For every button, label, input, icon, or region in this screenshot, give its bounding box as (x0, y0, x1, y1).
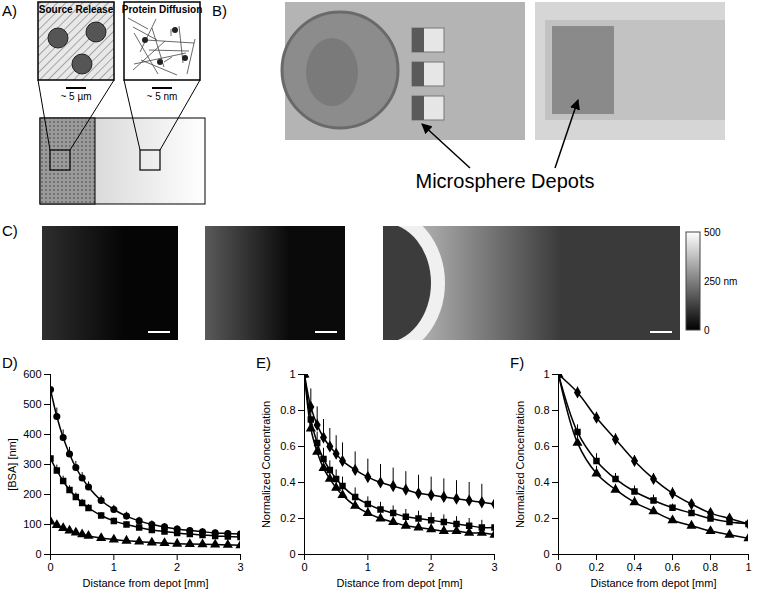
svg-text:0: 0 (704, 325, 710, 336)
svg-text:0.6: 0.6 (665, 561, 680, 573)
html-text:E): E) (256, 354, 271, 371)
svg-text:1: 1 (289, 368, 295, 380)
svg-text:0: 0 (543, 548, 549, 560)
svg-text:Distance from depot [mm]: Distance from depot [mm] (83, 577, 209, 589)
svg-text:0.4: 0.4 (627, 561, 642, 573)
svg-text:Normalized Concentration: Normalized Concentration (514, 401, 526, 528)
svg-text:Microsphere Depots: Microsphere Depots (416, 170, 595, 192)
svg-text:Normalized Concentration: Normalized Concentration (260, 401, 272, 528)
svg-text:3: 3 (491, 561, 497, 573)
svg-text:~ 5 nm: ~ 5 nm (147, 91, 178, 102)
svg-text:0.8: 0.8 (280, 404, 295, 416)
svg-text:1: 1 (745, 561, 751, 573)
svg-text:300: 300 (23, 458, 41, 470)
svg-text:0.8: 0.8 (703, 561, 718, 573)
svg-text:C): C) (2, 222, 18, 239)
svg-text:0.6: 0.6 (534, 440, 549, 452)
svg-text:500: 500 (704, 227, 721, 238)
svg-text:0.4: 0.4 (280, 476, 295, 488)
svg-text:1: 1 (111, 561, 117, 573)
svg-text:0.2: 0.2 (280, 512, 295, 524)
svg-text:0.4: 0.4 (534, 476, 549, 488)
html-text:D): D) (2, 354, 18, 371)
svg-text:B): B) (212, 2, 227, 19)
svg-text:0.8: 0.8 (534, 404, 549, 416)
svg-text:250 nm: 250 nm (704, 276, 737, 287)
svg-text:1: 1 (365, 561, 371, 573)
svg-text:Protein Diffusion: Protein Diffusion (122, 4, 203, 15)
svg-text:A): A) (2, 2, 17, 19)
svg-text:~ 5 µm: ~ 5 µm (60, 91, 91, 102)
svg-text:0.6: 0.6 (280, 440, 295, 452)
svg-text:1: 1 (543, 368, 549, 380)
svg-text:0: 0 (555, 561, 561, 573)
svg-text:2: 2 (174, 561, 180, 573)
svg-text:[BSA] [nm]: [BSA] [nm] (6, 438, 18, 491)
svg-text:0: 0 (301, 561, 307, 573)
svg-text:0.2: 0.2 (589, 561, 604, 573)
svg-text:3: 3 (237, 561, 243, 573)
svg-text:2: 2 (428, 561, 434, 573)
svg-text:Source Release: Source Release (39, 4, 114, 15)
svg-text:600: 600 (23, 368, 41, 380)
svg-text:400: 400 (23, 428, 41, 440)
svg-text:0.2: 0.2 (534, 512, 549, 524)
svg-text:0: 0 (35, 548, 41, 560)
svg-text:Distance from depot [mm]: Distance from depot [mm] (337, 577, 463, 589)
svg-text:500: 500 (23, 398, 41, 410)
svg-text:100: 100 (23, 518, 41, 530)
svg-text:200: 200 (23, 488, 41, 500)
html-text:F): F) (510, 354, 525, 371)
svg-text:0: 0 (289, 548, 295, 560)
svg-text:Distance from depot [mm]: Distance from depot [mm] (591, 577, 717, 589)
svg-text:0: 0 (47, 561, 53, 573)
